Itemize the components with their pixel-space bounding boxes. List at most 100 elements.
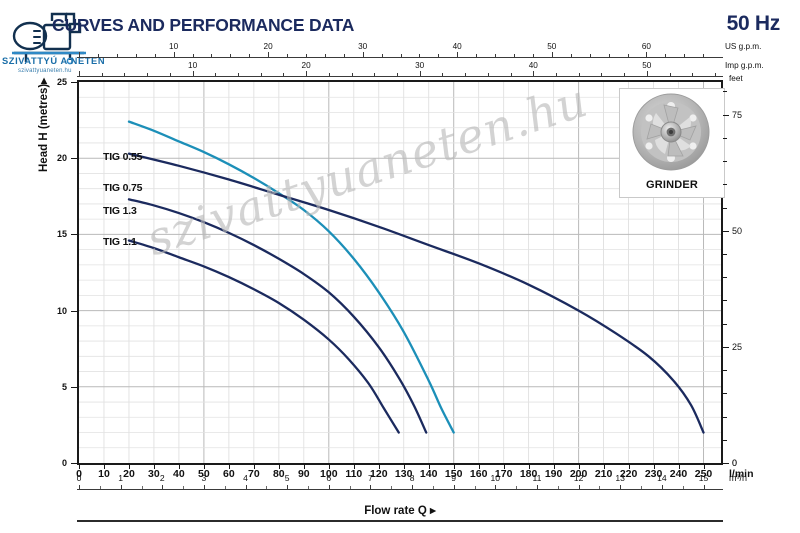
- x-label-m3h: 2: [159, 473, 165, 483]
- y-tick-right: [723, 463, 729, 464]
- top-axis-tick: [495, 54, 497, 58]
- top-axis-tick: [306, 71, 308, 77]
- top-axis-tick: [79, 52, 80, 58]
- y-tick-left: [71, 386, 77, 388]
- y-tick-left: [71, 234, 77, 236]
- top-axis-tick: [173, 52, 175, 58]
- top-axis-label: 30: [358, 42, 368, 51]
- y-label-right: 50: [732, 225, 743, 236]
- x-label-m3h: 12: [573, 473, 584, 483]
- x-tick-lmin: [79, 465, 80, 469]
- y-label-left: 20: [56, 153, 67, 164]
- top-axis-tick: [215, 73, 217, 77]
- top-axis-label: 20: [263, 42, 273, 51]
- x-tick-m3h: [661, 485, 663, 489]
- x-label-lmin: 100: [320, 468, 338, 480]
- x-tick-lmin: [528, 465, 530, 469]
- x-label-lmin: 70: [248, 468, 260, 480]
- top-axis-tick: [510, 73, 512, 77]
- top-axis-tick: [147, 73, 149, 77]
- top-axis-label: 40: [452, 42, 462, 51]
- top-axis-tick: [154, 54, 156, 58]
- y-tick-right-minor: [723, 161, 727, 163]
- x-tick-lmin: [228, 465, 230, 469]
- top-axis-tick: [684, 54, 686, 58]
- top-axis-tick: [135, 54, 137, 58]
- y-tick-right-minor: [723, 277, 727, 279]
- logo-url: szivattyuaneten.hu: [18, 68, 72, 74]
- y-tick-right-minor: [723, 323, 727, 325]
- company-logo: [4, 8, 96, 74]
- top-axis-tick: [669, 73, 671, 77]
- x-label-m3h: 4: [243, 473, 248, 483]
- x-tick-m3h-minor: [224, 486, 226, 489]
- chart-plot-area: [77, 80, 723, 465]
- curve-label-tig-1-1: TIG 1.1: [103, 236, 137, 248]
- x-tick-lmin: [678, 465, 680, 469]
- x-label-lmin: 90: [297, 468, 310, 480]
- x-label-lmin: 200: [569, 468, 588, 480]
- top-axis-tick: [116, 54, 118, 58]
- top-axis-tick: [589, 54, 591, 58]
- y-tick-right-minor: [723, 184, 727, 186]
- x-label-lmin: 230: [644, 468, 663, 480]
- x-tick-m3h-minor: [599, 486, 601, 489]
- chart-gridlines: [79, 82, 721, 463]
- x-label-m3h: 8: [409, 473, 415, 483]
- chart-curves: [127, 120, 705, 434]
- y-label-right: 25: [732, 341, 743, 352]
- x-label-lmin: 170: [494, 468, 513, 480]
- x-label-m3h: 1: [118, 473, 123, 483]
- x-tick-m3h: [328, 485, 330, 489]
- x-tick-lmin: [303, 465, 305, 469]
- axis-us-gpm-unit: US g.p.m.: [725, 42, 762, 51]
- top-axis-tick: [268, 52, 270, 58]
- y-tick-right-minor: [723, 137, 727, 139]
- x-tick-m3h-minor: [557, 486, 559, 489]
- x-tick-m3h: [537, 485, 538, 489]
- x-tick-m3h-minor: [682, 486, 684, 489]
- y-tick-right-minor: [723, 416, 727, 418]
- grinder-illustration-box: GRINDER: [619, 88, 725, 198]
- top-axis-tick: [442, 73, 444, 77]
- curve-label-tig-0-75: TIG 0.75: [103, 182, 143, 194]
- top-axis-tick: [238, 73, 239, 77]
- top-axis-tick: [715, 73, 716, 77]
- x-label-lmin: 120: [370, 468, 388, 480]
- x-tick-lmin: [378, 465, 380, 469]
- x-tick-m3h: [245, 485, 247, 489]
- top-axis-tick: [457, 52, 459, 58]
- top-axis-tick: [646, 71, 648, 77]
- x-tick-m3h-minor: [391, 486, 393, 489]
- x-tick-m3h: [412, 485, 414, 489]
- top-axis-tick: [169, 73, 171, 77]
- x-tick-m3h-minor: [266, 486, 268, 489]
- top-axis-tick: [601, 73, 603, 77]
- axis-lmin-unit: l/min: [729, 468, 754, 480]
- x-tick-lmin: [129, 465, 130, 469]
- x-tick-m3h: [79, 485, 80, 489]
- x-tick-lmin: [653, 465, 655, 469]
- x-label-m3h: 13: [615, 473, 625, 483]
- x-tick-lmin: [253, 465, 255, 469]
- top-axis-tick: [101, 73, 103, 77]
- curve-tig-0-75: [127, 198, 428, 434]
- y-tick-right-minor: [723, 91, 727, 93]
- x-tick-lmin: [178, 465, 180, 469]
- x-axis-title-text: Flow rate Q: [364, 505, 427, 517]
- top-axis-tick: [419, 71, 421, 77]
- top-axis-label: 30: [415, 61, 425, 70]
- top-axis-label: 60: [641, 42, 651, 51]
- top-axis-label: 10: [169, 42, 179, 51]
- top-axis-tick: [556, 73, 557, 77]
- x-axis-title: Flow rate Q ▸: [0, 503, 800, 517]
- x-label-lmin: 20: [123, 468, 135, 480]
- top-axis-tick: [97, 54, 99, 58]
- x-tick-m3h: [703, 485, 705, 489]
- x-label-lmin: 220: [619, 468, 638, 480]
- pump-icon: [12, 12, 86, 65]
- x-label-m3h: 5: [284, 473, 290, 483]
- top-axis-tick: [324, 54, 326, 58]
- x-tick-m3h-minor: [516, 486, 518, 489]
